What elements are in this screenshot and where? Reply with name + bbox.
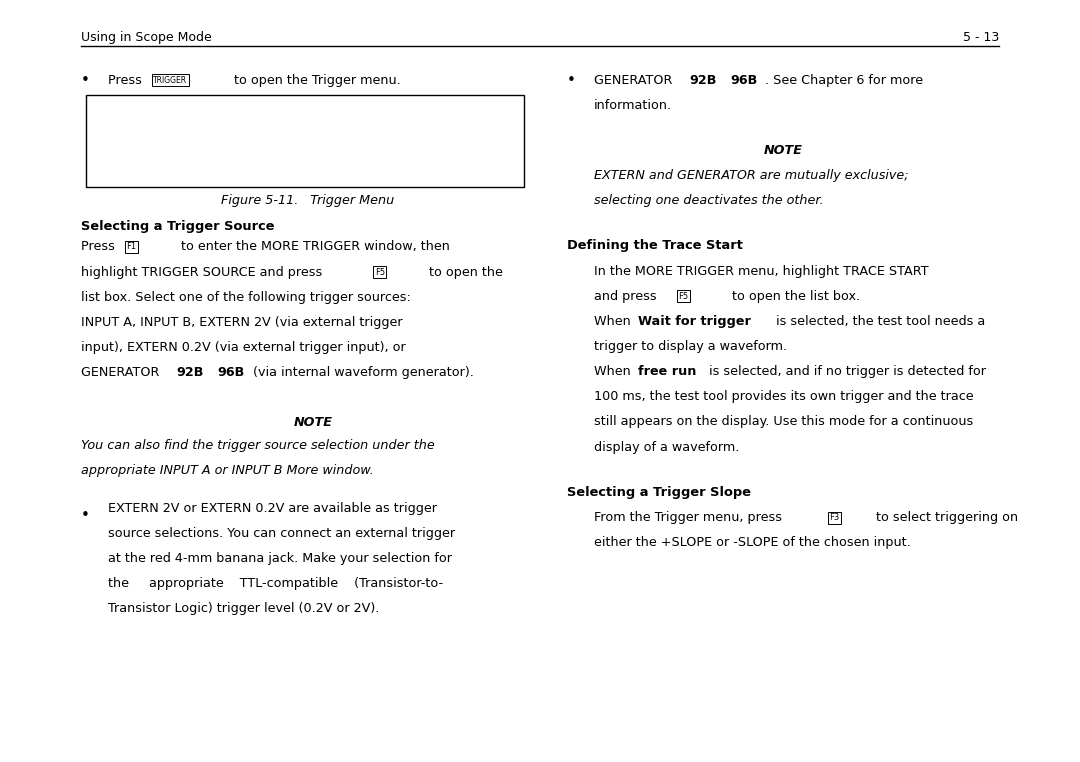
Text: free run: free run	[638, 365, 697, 378]
Text: and press: and press	[594, 290, 661, 303]
Text: Figure 5-11.   Trigger Menu: Figure 5-11. Trigger Menu	[221, 194, 394, 207]
Bar	[86, 95, 524, 187]
Text: 96B: 96B	[730, 73, 757, 87]
Text: (via internal waveform generator).: (via internal waveform generator).	[249, 366, 474, 379]
Text: to enter the MORE TRIGGER window, then: to enter the MORE TRIGGER window, then	[173, 240, 449, 254]
Text: 92B: 92B	[176, 366, 203, 379]
Text: Selecting a Trigger Slope: Selecting a Trigger Slope	[567, 486, 751, 499]
Text: INPUT A, INPUT B, EXTERN 2V (via external trigger: INPUT A, INPUT B, EXTERN 2V (via externa…	[81, 315, 403, 329]
Text: F1: F1	[126, 242, 136, 251]
Text: the     appropriate    TTL-compatible    (Transistor-to-: the appropriate TTL-compatible (Transist…	[108, 578, 443, 591]
Text: list box. Select one of the following trigger sources:: list box. Select one of the following tr…	[81, 290, 410, 304]
Text: •: •	[567, 72, 576, 88]
Text: 100 ms, the test tool provides its own trigger and the trace: 100 ms, the test tool provides its own t…	[594, 390, 974, 403]
Text: F3: F3	[829, 513, 839, 522]
Text: to select triggering on: to select triggering on	[872, 511, 1017, 524]
Text: F5: F5	[678, 292, 688, 301]
Text: F5: F5	[375, 267, 384, 277]
Text: When: When	[594, 365, 635, 378]
Text: at the red 4-mm banana jack. Make your selection for: at the red 4-mm banana jack. Make your s…	[108, 552, 453, 565]
Text: appropriate INPUT A or INPUT B More window.: appropriate INPUT A or INPUT B More wind…	[81, 464, 374, 477]
Text: Transistor Logic) trigger level (0.2V or 2V).: Transistor Logic) trigger level (0.2V or…	[108, 603, 379, 616]
Text: to open the list box.: to open the list box.	[724, 290, 860, 303]
Text: to open the Trigger menu.: to open the Trigger menu.	[230, 73, 401, 87]
Text: Press: Press	[81, 240, 119, 254]
Text: information.: information.	[594, 98, 672, 112]
Text: highlight TRIGGER SOURCE and press: highlight TRIGGER SOURCE and press	[81, 265, 326, 279]
Text: 96B: 96B	[217, 366, 244, 379]
Text: Defining the Trace Start: Defining the Trace Start	[567, 239, 743, 252]
Text: Using in Scope Mode: Using in Scope Mode	[81, 30, 212, 44]
Text: still appears on the display. Use this mode for a continuous: still appears on the display. Use this m…	[594, 415, 973, 428]
Text: EXTERN 2V or EXTERN 0.2V are available as trigger: EXTERN 2V or EXTERN 0.2V are available a…	[108, 502, 437, 515]
Text: In the MORE TRIGGER menu, highlight TRACE START: In the MORE TRIGGER menu, highlight TRAC…	[594, 264, 929, 277]
Text: trigger to display a waveform.: trigger to display a waveform.	[594, 340, 787, 353]
Text: either the +SLOPE or -SLOPE of the chosen input.: either the +SLOPE or -SLOPE of the chose…	[594, 536, 910, 549]
Text: NOTE: NOTE	[294, 416, 333, 430]
Text: is selected, and if no trigger is detected for: is selected, and if no trigger is detect…	[705, 365, 986, 378]
Text: From the Trigger menu, press: From the Trigger menu, press	[594, 511, 786, 524]
Text: source selections. You can connect an external trigger: source selections. You can connect an ex…	[108, 527, 455, 540]
Text: . See Chapter 6 for more: . See Chapter 6 for more	[765, 73, 922, 87]
Text: GENERATOR: GENERATOR	[594, 73, 676, 87]
Text: input), EXTERN 0.2V (via external trigger input), or: input), EXTERN 0.2V (via external trigge…	[81, 341, 406, 354]
Text: TRIGGER: TRIGGER	[153, 75, 188, 85]
Text: to open the: to open the	[421, 265, 503, 279]
Text: Wait for trigger: Wait for trigger	[638, 315, 752, 328]
Text: NOTE: NOTE	[764, 144, 802, 157]
Text: Press: Press	[108, 73, 146, 87]
Text: GENERATOR: GENERATOR	[81, 366, 163, 379]
Text: selecting one deactivates the other.: selecting one deactivates the other.	[594, 194, 824, 207]
Text: EXTERN and GENERATOR are mutually exclusive;: EXTERN and GENERATOR are mutually exclus…	[594, 169, 908, 182]
Text: When: When	[594, 315, 635, 328]
Text: is selected, the test tool needs a: is selected, the test tool needs a	[772, 315, 985, 328]
Text: You can also find the trigger source selection under the: You can also find the trigger source sel…	[81, 439, 435, 452]
Text: 5 - 13: 5 - 13	[962, 30, 999, 44]
Text: •: •	[81, 508, 90, 523]
Text: display of a waveform.: display of a waveform.	[594, 440, 740, 453]
Text: 92B: 92B	[689, 73, 716, 87]
Text: •: •	[81, 72, 90, 88]
Text: Selecting a Trigger Source: Selecting a Trigger Source	[81, 219, 274, 233]
